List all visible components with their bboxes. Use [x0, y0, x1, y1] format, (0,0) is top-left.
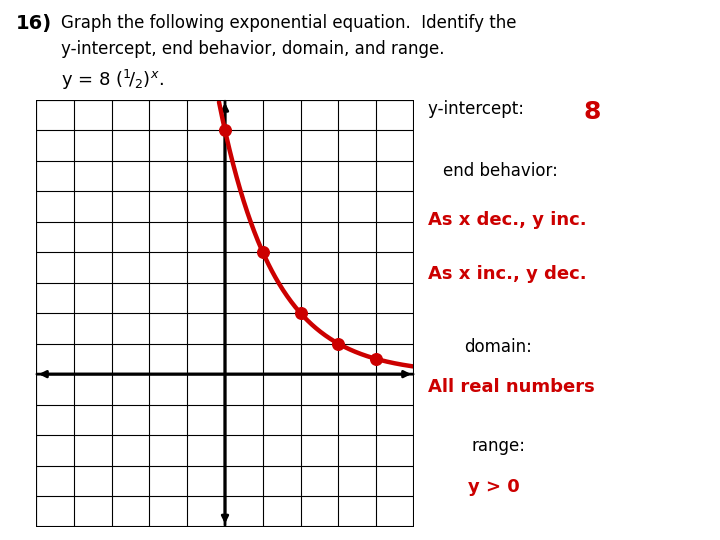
Text: y = 8 ($^1\!/_2$)$^x$.: y = 8 ($^1\!/_2$)$^x$. — [61, 68, 164, 92]
Text: y-intercept, end behavior, domain, and range.: y-intercept, end behavior, domain, and r… — [61, 40, 445, 58]
Text: domain:: domain: — [464, 338, 532, 355]
Point — [295, 309, 307, 318]
Text: Graph the following exponential equation.  Identify the: Graph the following exponential equation… — [61, 14, 517, 31]
Text: 8: 8 — [583, 100, 600, 124]
Point — [370, 355, 382, 363]
Text: As x dec., y inc.: As x dec., y inc. — [428, 211, 587, 228]
Point — [333, 339, 344, 348]
Text: y > 0: y > 0 — [468, 478, 520, 496]
Text: end behavior:: end behavior: — [443, 162, 558, 180]
Text: range:: range: — [472, 437, 526, 455]
Point — [219, 126, 230, 134]
Text: 16): 16) — [16, 14, 52, 32]
Text: y-intercept:: y-intercept: — [428, 100, 530, 118]
Point — [257, 248, 269, 256]
Text: As x inc., y dec.: As x inc., y dec. — [428, 265, 587, 282]
Text: All real numbers: All real numbers — [428, 378, 595, 396]
